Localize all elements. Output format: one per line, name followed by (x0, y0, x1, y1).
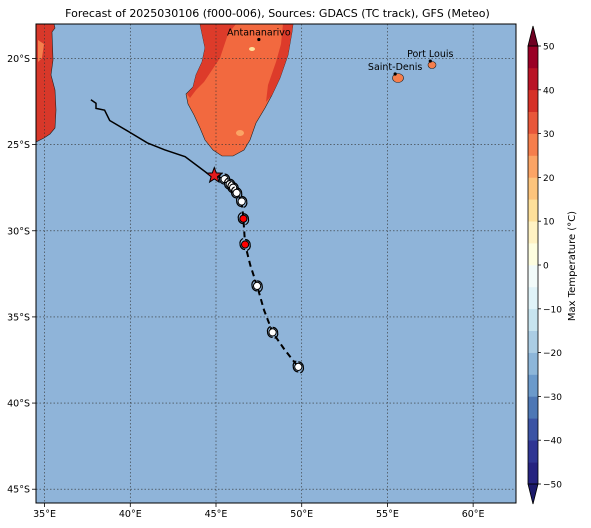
cyclone-symbol (266, 325, 279, 339)
cyclone-center (253, 281, 262, 290)
city-dot (393, 72, 397, 76)
colorbar-under-extension (527, 483, 539, 505)
colorbar-label: Max Temperature (°C) (567, 211, 578, 321)
colorbar-band (528, 89, 538, 112)
colorbar-tick-label: −20 (543, 349, 562, 359)
colorbar-tick-label: 30 (543, 130, 555, 140)
colorbar-band (528, 155, 538, 178)
colorbar-tick-label: 0 (543, 262, 549, 272)
lat-tick-label: 25°S (7, 140, 30, 151)
mauritius-island (427, 61, 437, 69)
cyclone-arm (223, 177, 236, 191)
madagascar-highland-cool (249, 47, 255, 51)
colorbar-band (528, 243, 538, 266)
colorbar-tick-label: 20 (543, 174, 555, 184)
cyclone-symbol (251, 279, 263, 293)
map-title: Forecast of 2025030106 (f000-006), Sourc… (65, 7, 490, 20)
city-markers: Antananarivo Saint-Denis Port Louis (227, 28, 454, 76)
lat-tick-label: 40°S (7, 399, 30, 410)
colorbar-band (528, 177, 538, 200)
colorbar-tick-label: −40 (543, 437, 562, 447)
lon-tick-label: 35°E (33, 509, 56, 520)
colorbar-tick-label: 40 (543, 86, 555, 96)
colorbar-band (528, 440, 538, 463)
lat-tick-label: 20°S (7, 54, 30, 65)
lon-tick-label: 60°E (462, 509, 485, 520)
city-label: Port Louis (407, 49, 453, 60)
cyclone-center (239, 214, 248, 223)
cyclone-symbol (218, 172, 231, 186)
cyclone-center (237, 197, 246, 206)
cyclone-symbol (237, 212, 250, 226)
colorbar-tick-label: −50 (543, 481, 562, 491)
cyclone-symbol (235, 194, 248, 209)
colorbar-band (528, 221, 538, 244)
map-area: Antananarivo Saint-Denis Port Louis (36, 24, 516, 503)
colorbar-band (528, 199, 538, 222)
cyclone-center (232, 188, 241, 197)
africa-inland-heat (38, 40, 44, 62)
colorbar-band (528, 111, 538, 134)
cyclone-center (241, 240, 250, 249)
colorbar-band (528, 396, 538, 419)
colorbar-band (528, 352, 538, 375)
colorbar-band (528, 374, 538, 397)
lat-tick-label: 30°S (7, 226, 30, 237)
colorbar-band (528, 462, 538, 485)
madagascar-north-hot (187, 24, 236, 98)
ocean (36, 24, 516, 503)
current-position-star (205, 166, 224, 184)
cyclone-arm (227, 181, 239, 195)
colorbar-band (528, 133, 538, 156)
lon-tick-label: 45°E (205, 509, 228, 520)
cyclone-arm (292, 360, 305, 374)
graticule (36, 24, 516, 503)
lon-tick-label: 40°E (119, 509, 142, 520)
city-dot (428, 59, 432, 63)
colorbar-band (528, 330, 538, 353)
cyclone-arm (230, 186, 243, 200)
longitude-ticks: 35°E 40°E 45°E 50°E 55°E 60°E (33, 503, 485, 520)
forecast-track-dashed (240, 201, 300, 368)
latitude-ticks: 20°S 25°S 30°S 35°S 40°S 45°S (7, 54, 36, 496)
lat-tick-label: 45°S (7, 485, 30, 496)
colorbar-tick-label: −10 (543, 305, 562, 315)
city-label: Saint-Denis (368, 62, 422, 73)
colorbar-band (528, 418, 538, 441)
lat-tick-label: 35°S (7, 312, 30, 323)
colorbar-band (528, 286, 538, 310)
cyclone-arm (266, 325, 279, 339)
madagascar-east-hot (266, 24, 293, 102)
city-dot (257, 37, 261, 42)
colorbar-band (528, 308, 538, 331)
colorbar: 50 40 30 20 10 0 −10 −20 −30 −40 −50 (527, 25, 562, 505)
cyclone-center (268, 328, 277, 337)
colorbar-over-extension (527, 25, 539, 47)
colorbar-tick-label: 50 (543, 43, 555, 53)
madagascar-heat-spot (236, 130, 244, 136)
cyclone-arm (235, 194, 248, 209)
colorbar-band (528, 46, 538, 69)
past-track-line (90, 99, 214, 178)
cyclone-symbol (230, 186, 243, 200)
cyclone-arm (237, 212, 250, 226)
cyclone-symbol (239, 237, 251, 252)
cyclone-center (294, 362, 303, 371)
city-label: Antananarivo (227, 28, 291, 39)
colorbar-tick-label: −30 (543, 393, 562, 403)
lon-tick-label: 55°E (376, 509, 399, 520)
cyclone-symbol (292, 360, 305, 374)
cyclone-arm (251, 279, 263, 293)
lon-tick-label: 50°E (290, 509, 313, 520)
colorbar-band (528, 265, 538, 288)
colorbar-band (528, 67, 538, 91)
colorbar-tick-label: 10 (543, 218, 555, 228)
cyclone-arm (239, 237, 251, 252)
map-frame (35, 23, 517, 504)
reunion-island (392, 73, 404, 83)
tc-track (90, 99, 305, 374)
cyclone-arm (218, 172, 231, 186)
